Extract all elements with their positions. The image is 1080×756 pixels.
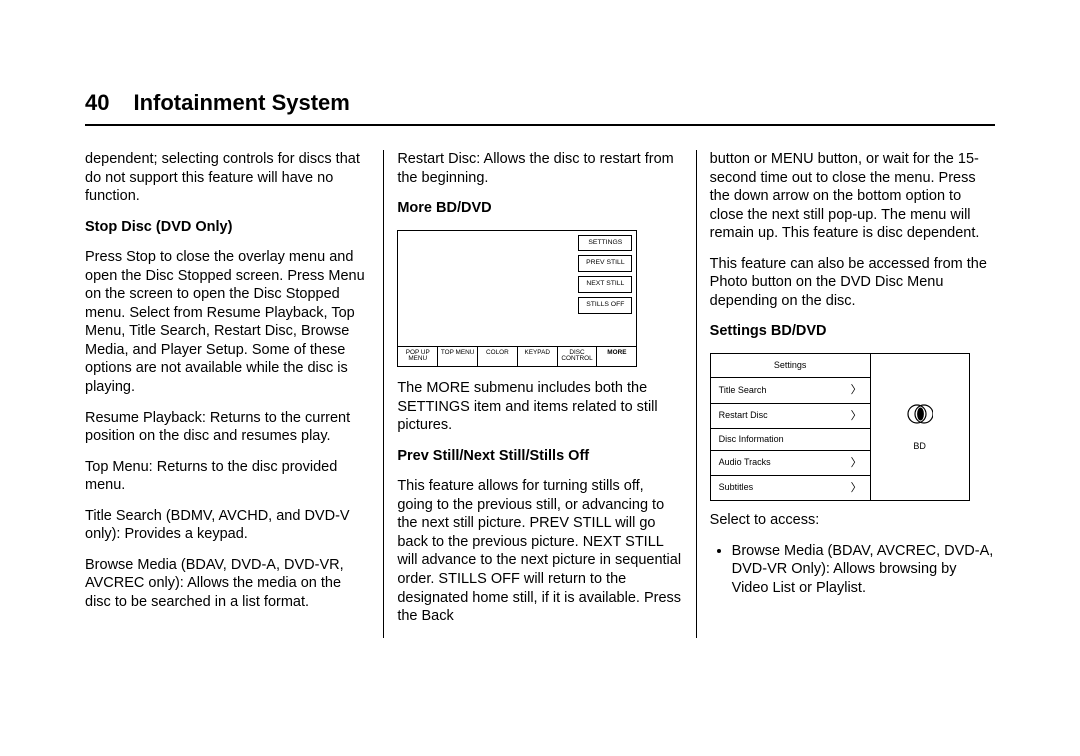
column-2: Restart Disc: Allows the disc to restart… — [383, 150, 695, 638]
btn-popup-menu: POP UP MENU — [398, 347, 438, 366]
label: Title Search — [719, 385, 767, 397]
btn-settings: SETTINGS — [578, 235, 632, 252]
column-3: button or MENU button, or wait for the 1… — [696, 150, 995, 638]
col1-p2: Press Stop to close the overlay menu and… — [85, 248, 370, 396]
select-access-list: Browse Media (BDAV, AVCREC, DVD-A, DVD-V… — [710, 542, 995, 598]
heading-more-bddvd: More BD/DVD — [397, 199, 682, 218]
label: Disc Information — [719, 434, 784, 446]
btn-keypad: KEYPAD — [518, 347, 558, 366]
more-bddvd-diagram: SETTINGS PREV STILL NEXT STILL STILLS OF… — [397, 230, 637, 367]
row-restart-disc: Restart Disc 〉 — [711, 404, 870, 429]
row-disc-information: Disc Information — [711, 429, 870, 452]
settings-right-panel: BD — [871, 354, 969, 500]
col3-p1: button or MENU button, or wait for the 1… — [710, 150, 995, 243]
heading-stop-disc: Stop Disc (DVD Only) — [85, 218, 370, 237]
heading-prev-still: Prev Still/Next Still/Stills Off — [397, 447, 682, 466]
label: Subtitles — [719, 482, 754, 494]
row-subtitles: Subtitles 〉 — [711, 476, 870, 500]
col1-p4: Top Menu: Returns to the disc provided m… — [85, 458, 370, 495]
btn-stills-off: STILLS OFF — [578, 297, 632, 314]
btn-prev-still: PREV STILL — [578, 255, 632, 272]
btn-color: COLOR — [478, 347, 518, 366]
settings-list-panel: Settings Title Search 〉 Restart Disc 〉 D… — [711, 354, 871, 500]
chevron-right-icon: 〉 — [851, 456, 862, 470]
manual-page: 40 Infotainment System dependent; select… — [0, 0, 1080, 678]
disc-icon — [907, 401, 933, 427]
row-title-search: Title Search 〉 — [711, 378, 870, 403]
col2-p3: This feature allows for turning stills o… — [397, 477, 682, 625]
label: Restart Disc — [719, 410, 768, 422]
bd-label: BD — [913, 441, 926, 453]
btn-next-still: NEXT STILL — [578, 276, 632, 293]
chevron-right-icon: 〉 — [851, 383, 862, 397]
col1-p5: Title Search (BDMV, AVCHD, and DVD-V onl… — [85, 507, 370, 544]
page-header: 40 Infotainment System — [85, 90, 995, 126]
btn-more: MORE — [597, 347, 636, 366]
heading-settings-bddvd: Settings BD/DVD — [710, 322, 995, 341]
settings-title: Settings — [711, 354, 870, 379]
col3-p2: This feature can also be accessed from t… — [710, 255, 995, 311]
btn-disc-control: DISC CONTROL — [558, 347, 598, 366]
col2-p2: The MORE submenu includes both the SETTI… — [397, 379, 682, 435]
diagram-side-buttons: SETTINGS PREV STILL NEXT STILL STILLS OF… — [578, 235, 632, 314]
bullet-browse-media: Browse Media (BDAV, AVCREC, DVD-A, DVD-V… — [732, 542, 995, 598]
col2-p1: Restart Disc: Allows the disc to restart… — [397, 150, 682, 187]
btn-top-menu: TOP MENU — [438, 347, 478, 366]
settings-bddvd-diagram: Settings Title Search 〉 Restart Disc 〉 D… — [710, 353, 970, 501]
col1-p6: Browse Media (BDAV, DVD-A, DVD-VR, AVCRE… — [85, 556, 370, 612]
col1-p1: dependent; selecting controls for discs … — [85, 150, 370, 206]
diagram-bottom-row: POP UP MENU TOP MENU COLOR KEYPAD DISC C… — [398, 346, 636, 366]
chevron-right-icon: 〉 — [851, 409, 862, 423]
label: Audio Tracks — [719, 457, 771, 469]
content-columns: dependent; selecting controls for discs … — [85, 150, 995, 638]
row-audio-tracks: Audio Tracks 〉 — [711, 451, 870, 476]
page-number: 40 — [85, 90, 109, 116]
column-1: dependent; selecting controls for discs … — [85, 150, 383, 638]
col3-p3: Select to access: — [710, 511, 995, 530]
chevron-right-icon: 〉 — [851, 481, 862, 495]
col1-p3: Resume Playback: Returns to the current … — [85, 409, 370, 446]
page-title: Infotainment System — [133, 90, 349, 116]
diagram-screen-area: SETTINGS PREV STILL NEXT STILL STILLS OF… — [398, 231, 636, 346]
